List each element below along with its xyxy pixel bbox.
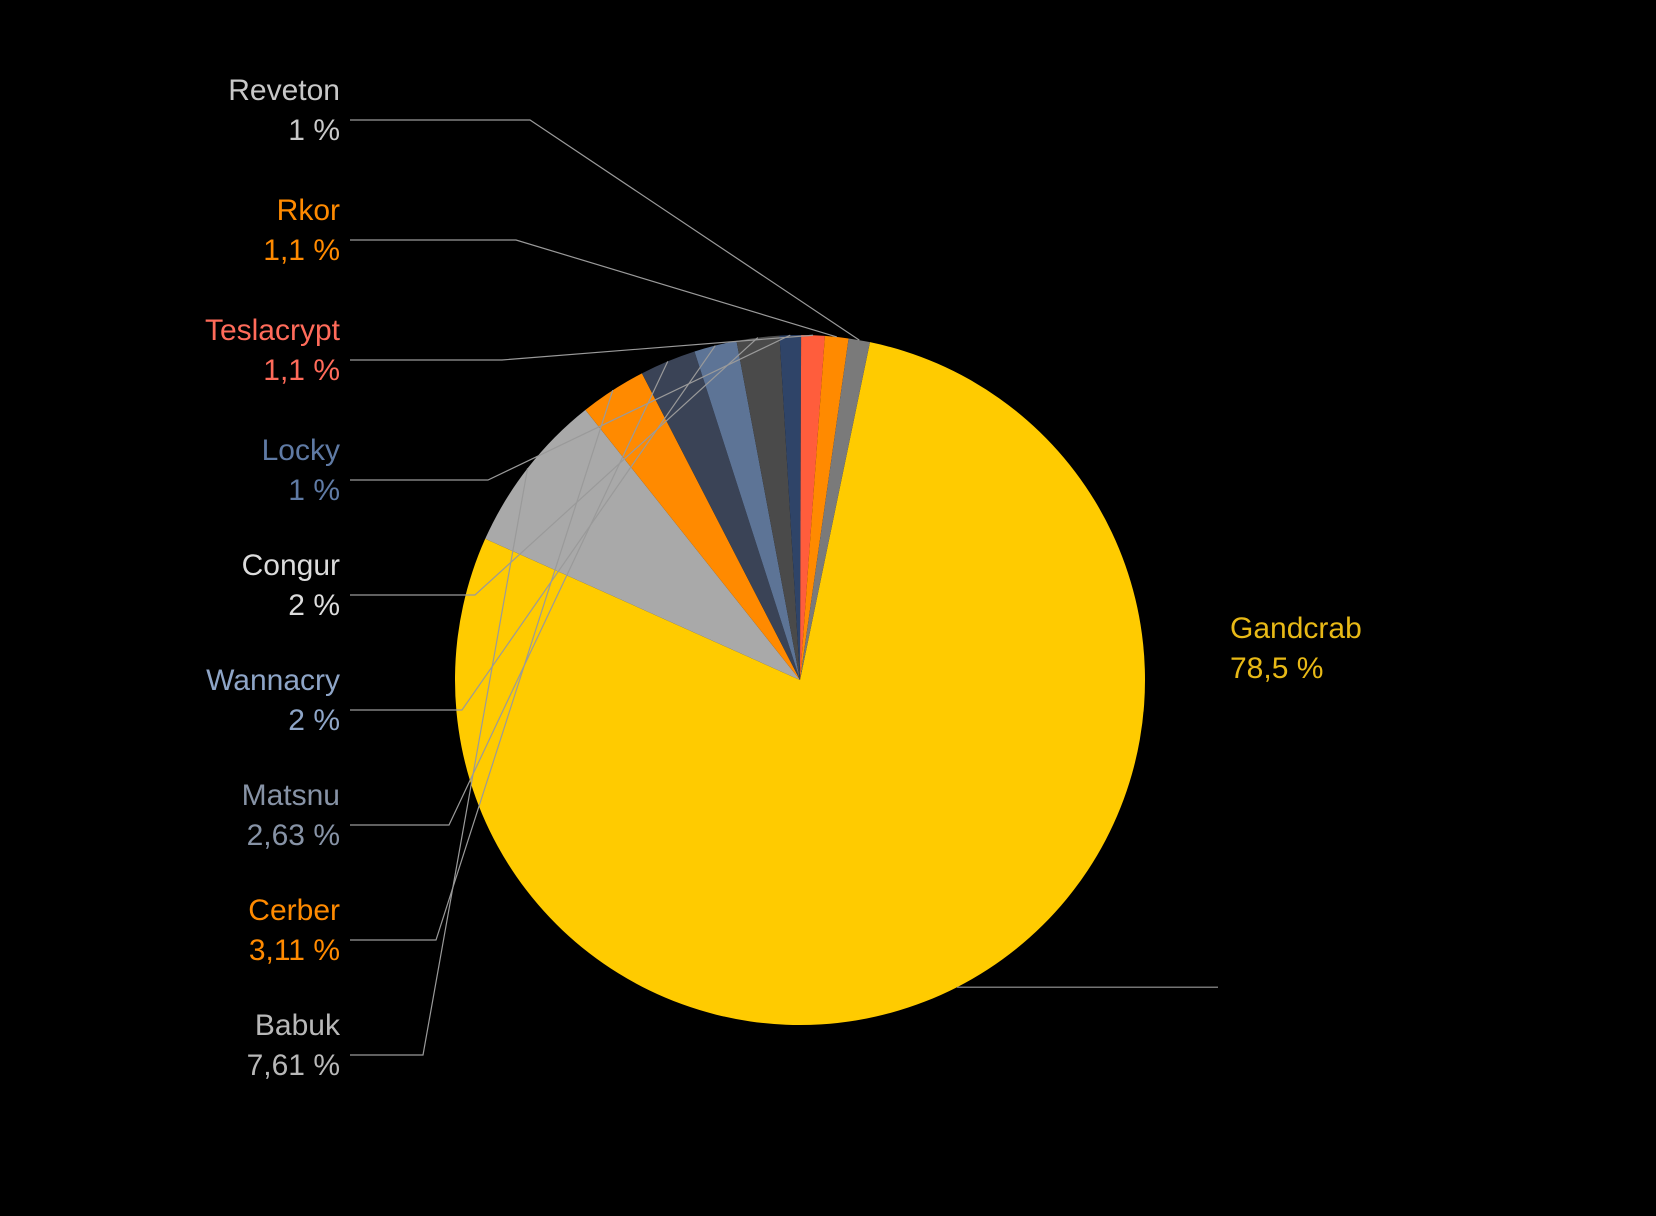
slice-label-name: Locky: [262, 434, 340, 467]
pie-chart: Gandcrab 78,5 % Reveton 1 % Rkor 1,1 % Teslacr…: [0, 0, 1656, 1216]
slice-label-value: 2 %: [288, 589, 340, 622]
slice-label-name: Reveton: [228, 74, 340, 107]
slice-label-value: 1,1 %: [263, 354, 340, 387]
slice-label-value: 2 %: [288, 704, 340, 737]
slice-label-name: Rkor: [277, 194, 340, 227]
slice-label-name: Gandcrab: [1230, 612, 1362, 645]
slice-label-value: 1 %: [288, 474, 340, 507]
slice-label-value: 1,1 %: [263, 234, 340, 267]
slice-label-name: Wannacry: [206, 664, 340, 697]
slice-label-value: 2,63 %: [247, 819, 340, 852]
slice-label-value: 78,5 %: [1230, 652, 1323, 685]
slice-label-name: Matsnu: [242, 779, 340, 812]
slice-label-name: Cerber: [248, 894, 340, 927]
slice-label-name: Babuk: [255, 1009, 341, 1042]
slice-label-name: Teslacrypt: [205, 314, 341, 347]
slice-label-value: 7,61 %: [247, 1049, 340, 1082]
slice-label-name: Congur: [242, 549, 340, 582]
slice-label-value: 3,11 %: [249, 934, 340, 967]
slice-label-value: 1 %: [288, 114, 340, 147]
